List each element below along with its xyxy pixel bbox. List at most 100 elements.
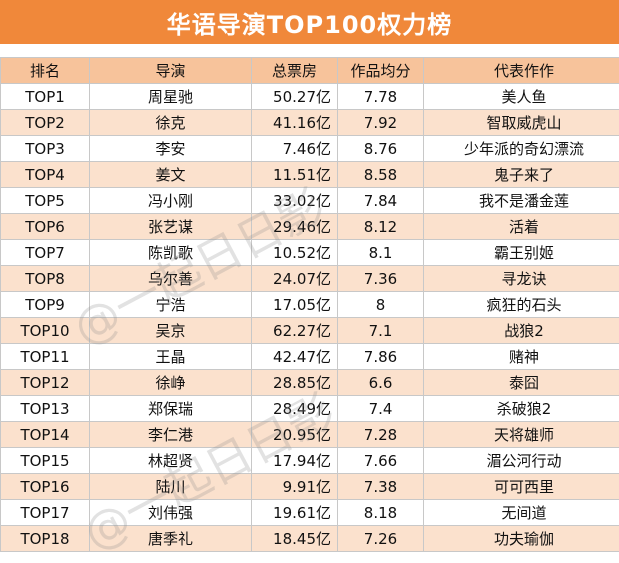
box-office-cell: 42.47亿 xyxy=(252,344,338,370)
director-cell: 宁浩 xyxy=(90,292,252,318)
box-office-cell: 19.61亿 xyxy=(252,500,338,526)
box-office-cell: 28.85亿 xyxy=(252,370,338,396)
box-office-cell: 10.52亿 xyxy=(252,240,338,266)
avg-score-cell: 6.6 xyxy=(338,370,424,396)
rank-cell: TOP8 xyxy=(1,266,90,292)
rank-cell: TOP7 xyxy=(1,240,90,266)
rank-cell: TOP9 xyxy=(1,292,90,318)
avg-score-cell: 8.18 xyxy=(338,500,424,526)
box-office-cell: 28.49亿 xyxy=(252,396,338,422)
representative-work-cell: 我不是潘金莲 xyxy=(424,188,619,214)
avg-score-cell: 7.86 xyxy=(338,344,424,370)
rank-cell: TOP4 xyxy=(1,162,90,188)
representative-work-cell: 寻龙诀 xyxy=(424,266,619,292)
avg-score-cell: 8.1 xyxy=(338,240,424,266)
representative-work-cell: 天将雄师 xyxy=(424,422,619,448)
rank-cell: TOP2 xyxy=(1,110,90,136)
column-header-director: 导演 xyxy=(90,58,252,84)
box-office-cell: 11.51亿 xyxy=(252,162,338,188)
director-cell: 周星驰 xyxy=(90,84,252,110)
column-header-avg-score: 作品均分 xyxy=(338,58,424,84)
representative-work-cell: 功夫瑜伽 xyxy=(424,526,619,552)
avg-score-cell: 7.84 xyxy=(338,188,424,214)
director-cell: 乌尔善 xyxy=(90,266,252,292)
representative-work-cell: 可可西里 xyxy=(424,474,619,500)
avg-score-cell: 7.36 xyxy=(338,266,424,292)
representative-work-cell: 智取威虎山 xyxy=(424,110,619,136)
director-cell: 刘伟强 xyxy=(90,500,252,526)
director-cell: 郑保瑞 xyxy=(90,396,252,422)
avg-score-cell: 7.1 xyxy=(338,318,424,344)
avg-score-cell: 8.12 xyxy=(338,214,424,240)
director-cell: 陆川 xyxy=(90,474,252,500)
representative-work-cell: 湄公河行动 xyxy=(424,448,619,474)
director-cell: 陈凯歌 xyxy=(90,240,252,266)
avg-score-cell: 7.38 xyxy=(338,474,424,500)
rank-cell: TOP6 xyxy=(1,214,90,240)
rank-cell: TOP11 xyxy=(1,344,90,370)
rank-cell: TOP5 xyxy=(1,188,90,214)
representative-work-cell: 鬼子来了 xyxy=(424,162,619,188)
avg-score-cell: 8.58 xyxy=(338,162,424,188)
avg-score-cell: 7.28 xyxy=(338,422,424,448)
box-office-cell: 50.27亿 xyxy=(252,84,338,110)
box-office-cell: 33.02亿 xyxy=(252,188,338,214)
avg-score-cell: 7.4 xyxy=(338,396,424,422)
box-office-cell: 62.27亿 xyxy=(252,318,338,344)
director-cell: 唐季礼 xyxy=(90,526,252,552)
rank-cell: TOP1 xyxy=(1,84,90,110)
representative-work-cell: 无间道 xyxy=(424,500,619,526)
rank-cell: TOP3 xyxy=(1,136,90,162)
director-cell: 李安 xyxy=(90,136,252,162)
rank-cell: TOP10 xyxy=(1,318,90,344)
director-cell: 张艺谋 xyxy=(90,214,252,240)
box-office-cell: 20.95亿 xyxy=(252,422,338,448)
director-cell: 吴京 xyxy=(90,318,252,344)
representative-work-cell: 霸王别姬 xyxy=(424,240,619,266)
box-office-cell: 18.45亿 xyxy=(252,526,338,552)
box-office-cell: 41.16亿 xyxy=(252,110,338,136)
representative-work-cell: 杀破狼2 xyxy=(424,396,619,422)
avg-score-cell: 7.78 xyxy=(338,84,424,110)
rank-cell: TOP15 xyxy=(1,448,90,474)
director-cell: 冯小刚 xyxy=(90,188,252,214)
director-cell: 姜文 xyxy=(90,162,252,188)
director-cell: 李仁港 xyxy=(90,422,252,448)
director-cell: 徐克 xyxy=(90,110,252,136)
avg-score-cell: 8.76 xyxy=(338,136,424,162)
rank-cell: TOP18 xyxy=(1,526,90,552)
box-office-cell: 17.94亿 xyxy=(252,448,338,474)
column-header-box-office: 总票房 xyxy=(252,58,338,84)
column-header-rank: 排名 xyxy=(1,58,90,84)
avg-score-cell: 7.66 xyxy=(338,448,424,474)
avg-score-cell: 8 xyxy=(338,292,424,318)
rank-cell: TOP14 xyxy=(1,422,90,448)
director-cell: 徐峥 xyxy=(90,370,252,396)
representative-work-cell: 活着 xyxy=(424,214,619,240)
representative-work-cell: 少年派的奇幻漂流 xyxy=(424,136,619,162)
director-cell: 林超贤 xyxy=(90,448,252,474)
box-office-cell: 7.46亿 xyxy=(252,136,338,162)
representative-work-cell: 赌神 xyxy=(424,344,619,370)
director-cell: 王晶 xyxy=(90,344,252,370)
table-header-row: 排名 导演 总票房 作品均分 代表作作 xyxy=(1,58,619,84)
avg-score-cell: 7.92 xyxy=(338,110,424,136)
rank-cell: TOP12 xyxy=(1,370,90,396)
